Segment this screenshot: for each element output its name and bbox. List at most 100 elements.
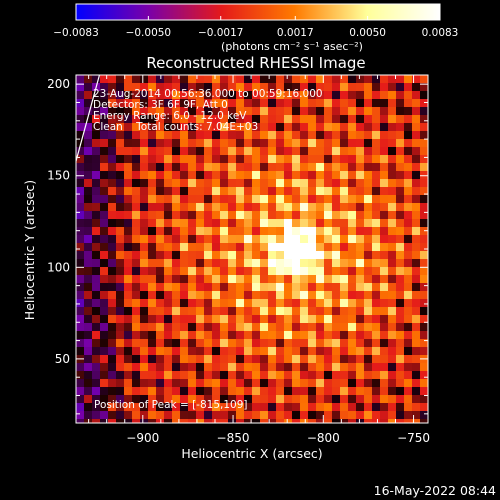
heatmap-cell <box>340 139 348 147</box>
heatmap-cell <box>148 115 156 123</box>
heatmap-cell <box>284 179 292 187</box>
heatmap-cell <box>420 171 428 179</box>
heatmap-cell <box>116 115 124 123</box>
heatmap-cell <box>92 411 100 419</box>
heatmap-cell <box>252 195 260 203</box>
heatmap-cell <box>348 395 356 403</box>
heatmap-cell <box>148 147 156 155</box>
heatmap-cell <box>380 171 388 179</box>
heatmap-cell <box>276 187 284 195</box>
heatmap-cell <box>100 243 108 251</box>
heatmap-cell <box>76 267 84 275</box>
heatmap-cell <box>228 219 236 227</box>
heatmap-cell <box>84 187 92 195</box>
heatmap-cell <box>324 163 332 171</box>
heatmap-cell <box>292 107 300 115</box>
heatmap-cell <box>156 259 164 267</box>
heatmap-cell <box>388 163 396 171</box>
heatmap-cell <box>412 99 420 107</box>
heatmap-cell <box>156 379 164 387</box>
heatmap-cell <box>260 155 268 163</box>
heatmap-cell <box>412 307 420 315</box>
heatmap-cell <box>252 227 260 235</box>
heatmap-cell <box>324 235 332 243</box>
heatmap-cell <box>340 187 348 195</box>
heatmap-cell <box>308 251 316 259</box>
heatmap-cell <box>300 395 308 403</box>
heatmap-cell <box>252 187 260 195</box>
heatmap-cell <box>228 299 236 307</box>
heatmap-cell <box>324 395 332 403</box>
heatmap-cell <box>332 107 340 115</box>
heatmap-cell <box>116 379 124 387</box>
heatmap-cell <box>164 107 172 115</box>
heatmap-cell <box>244 123 252 131</box>
heatmap-cell <box>172 147 180 155</box>
heatmap-cell <box>340 291 348 299</box>
heatmap-cell <box>244 419 252 423</box>
heatmap-cell <box>364 315 372 323</box>
heatmap-cell <box>284 131 292 139</box>
heatmap-cell <box>324 355 332 363</box>
heatmap-cell <box>76 75 84 83</box>
heatmap-cell <box>308 307 316 315</box>
heatmap-cell <box>180 395 188 403</box>
heatmap-cell <box>244 83 252 91</box>
heatmap-cell <box>188 283 196 291</box>
heatmap-cell <box>244 339 252 347</box>
heatmap-cell <box>124 131 132 139</box>
heatmap-cell <box>396 203 404 211</box>
heatmap-cell <box>76 403 84 411</box>
heatmap-cell <box>156 195 164 203</box>
colorbar-tick-label: −0.0017 <box>198 27 244 39</box>
heatmap-cell <box>228 139 236 147</box>
heatmap-cell <box>308 83 316 91</box>
heatmap-cell <box>132 387 140 395</box>
heatmap-cell <box>188 227 196 235</box>
heatmap-cell <box>220 171 228 179</box>
heatmap-cell <box>124 411 132 419</box>
heatmap-cell <box>156 107 164 115</box>
heatmap-cell <box>196 403 204 411</box>
heatmap-cell <box>364 395 372 403</box>
heatmap-cell <box>332 187 340 195</box>
heatmap-cell <box>148 267 156 275</box>
heatmap-cell <box>396 219 404 227</box>
heatmap-cell <box>332 331 340 339</box>
heatmap-cell <box>316 291 324 299</box>
heatmap-cell <box>380 139 388 147</box>
heatmap-cell <box>92 403 100 411</box>
heatmap-cell <box>140 123 148 131</box>
heatmap-cell <box>252 395 260 403</box>
heatmap-cell <box>188 83 196 91</box>
heatmap-cell <box>148 323 156 331</box>
heatmap-cell <box>308 315 316 323</box>
heatmap-cell <box>276 115 284 123</box>
heatmap-cell <box>404 83 412 91</box>
heatmap-cell <box>340 331 348 339</box>
heatmap-cell <box>228 227 236 235</box>
heatmap-cell <box>84 331 92 339</box>
heatmap-cell <box>348 371 356 379</box>
heatmap-cell <box>404 139 412 147</box>
heatmap-cell <box>188 203 196 211</box>
heatmap-cell <box>212 411 220 419</box>
heatmap-cell <box>244 379 252 387</box>
heatmap-cell <box>308 163 316 171</box>
heatmap-cell <box>412 355 420 363</box>
heatmap-cell <box>292 211 300 219</box>
heatmap-cell <box>100 115 108 123</box>
heatmap-cell <box>196 131 204 139</box>
heatmap-cell <box>260 123 268 131</box>
heatmap-cell <box>252 275 260 283</box>
heatmap-cell <box>372 347 380 355</box>
heatmap-cell <box>100 235 108 243</box>
heatmap-cell <box>356 147 364 155</box>
heatmap-cell <box>316 107 324 115</box>
colorbar-unit-label: (photons cm⁻² s⁻¹ asec⁻²) <box>221 40 363 53</box>
heatmap-cell <box>396 227 404 235</box>
heatmap-cell <box>292 163 300 171</box>
heatmap-cell <box>324 347 332 355</box>
heatmap-cell <box>380 107 388 115</box>
